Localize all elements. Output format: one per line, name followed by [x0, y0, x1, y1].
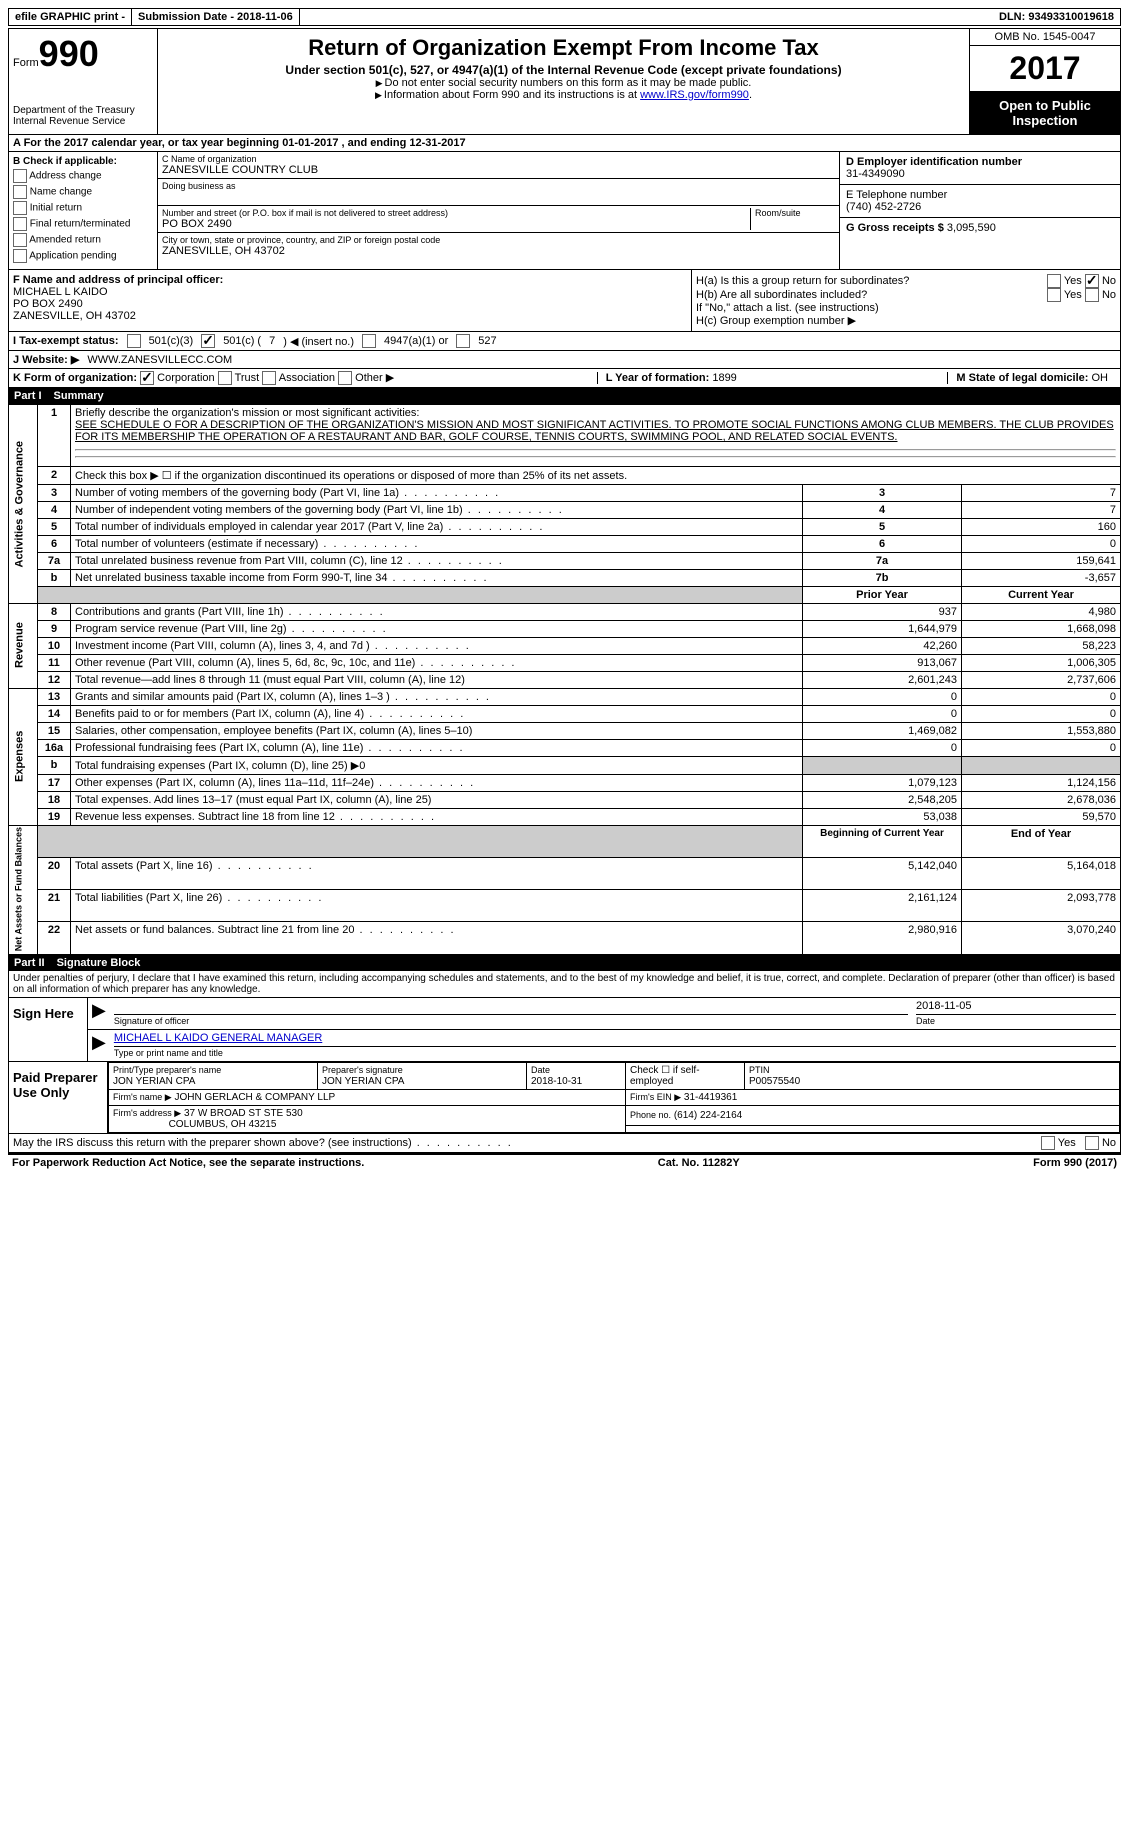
part-2-header: Part II Signature Block	[8, 955, 1121, 971]
declaration: Under penalties of perjury, I declare th…	[8, 971, 1121, 998]
check-application-pending[interactable]: Application pending	[13, 249, 153, 263]
vlabel-balances: Net Assets or Fund Balances	[9, 825, 38, 954]
exp-row: 16aProfessional fundraising fees (Part I…	[9, 739, 1121, 756]
irs-link[interactable]: www.IRS.gov/form990	[640, 89, 749, 101]
open-to-public: Open to Public Inspection	[970, 92, 1120, 134]
vlabel-governance: Activities & Governance	[9, 405, 38, 604]
officer-name-link[interactable]: MICHAEL L KAIDO GENERAL MANAGER	[114, 1032, 322, 1044]
org-name: ZANESVILLE COUNTRY CLUB	[162, 164, 835, 176]
dln-cell: DLN: 93493310019618	[993, 9, 1120, 25]
section-d: D Employer identification number 31-4349…	[839, 152, 1120, 269]
check-amended-return[interactable]: Amended return	[13, 233, 153, 247]
check-association[interactable]	[262, 371, 276, 385]
bal-row: 20Total assets (Part X, line 16)5,142,04…	[9, 857, 1121, 889]
check-corporation[interactable]	[140, 371, 154, 385]
gov-row: 4Number of independent voting members of…	[9, 501, 1121, 518]
website: WWW.ZANESVILLECC.COM	[87, 354, 232, 366]
ein: 31-4349090	[846, 168, 905, 180]
dept-treasury: Department of the Treasury Internal Reve…	[13, 105, 153, 127]
check-name-change[interactable]: Name change	[13, 185, 153, 199]
efile-label: efile GRAPHIC print -	[9, 9, 132, 25]
gov-row: 6Total number of volunteers (estimate if…	[9, 535, 1121, 552]
gross-receipts: 3,095,590	[947, 222, 996, 234]
rev-row: 9Program service revenue (Part VIII, lin…	[9, 620, 1121, 637]
vlabel-expenses: Expenses	[9, 688, 38, 825]
entity-info-grid: B Check if applicable: Address change Na…	[8, 152, 1121, 270]
org-city: ZANESVILLE, OH 43702	[162, 245, 835, 257]
gov-row: 7aTotal unrelated business revenue from …	[9, 552, 1121, 569]
header-right: OMB No. 1545-0047 2017 Open to Public In…	[969, 29, 1120, 134]
discuss-yes[interactable]	[1041, 1136, 1055, 1150]
form-header: Form990 Department of the Treasury Inter…	[8, 28, 1121, 135]
org-address: PO BOX 2490	[162, 218, 750, 230]
check-final-return[interactable]: Final return/terminated	[13, 217, 153, 231]
exp-row: 14Benefits paid to or for members (Part …	[9, 705, 1121, 722]
section-c: C Name of organization ZANESVILLE COUNTR…	[158, 152, 839, 269]
check-501c[interactable]	[201, 334, 215, 348]
gov-row: 5Total number of individuals employed in…	[9, 518, 1121, 535]
exp-row: 19Revenue less expenses. Subtract line 1…	[9, 808, 1121, 825]
rev-row: 11Other revenue (Part VIII, column (A), …	[9, 654, 1121, 671]
part-1-table: Activities & Governance 1 Briefly descri…	[8, 404, 1121, 955]
section-f: F Name and address of principal officer:…	[9, 270, 692, 331]
vlabel-revenue: Revenue	[9, 603, 38, 688]
exp-row: bTotal fundraising expenses (Part IX, co…	[9, 756, 1121, 774]
section-j: J Website: ▶ WWW.ZANESVILLECC.COM	[8, 351, 1121, 369]
submission-cell: Submission Date - 2018-11-06	[132, 9, 300, 25]
mission-text: SEE SCHEDULE O FOR A DESCRIPTION OF THE …	[75, 419, 1114, 443]
check-other[interactable]	[338, 371, 352, 385]
exp-row: 18Total expenses. Add lines 13–17 (must …	[9, 791, 1121, 808]
check-address-change[interactable]: Address change	[13, 169, 153, 183]
section-i: I Tax-exempt status: 501(c)(3) 501(c) (7…	[8, 332, 1121, 351]
part-1-header: Part I Summary	[8, 388, 1121, 404]
check-4947[interactable]	[362, 334, 376, 348]
discuss-no[interactable]	[1085, 1136, 1099, 1150]
section-b: B Check if applicable: Address change Na…	[9, 152, 158, 269]
header-left: Form990 Department of the Treasury Inter…	[9, 29, 158, 134]
check-trust[interactable]	[218, 371, 232, 385]
section-a: A For the 2017 calendar year, or tax yea…	[8, 135, 1121, 152]
gov-row: bNet unrelated business taxable income f…	[9, 569, 1121, 586]
discuss-row: May the IRS discuss this return with the…	[8, 1134, 1121, 1153]
check-initial-return[interactable]: Initial return	[13, 201, 153, 215]
bal-row: 21Total liabilities (Part X, line 26)2,1…	[9, 890, 1121, 922]
officer-group-row: F Name and address of principal officer:…	[8, 270, 1121, 332]
gov-row: 3Number of voting members of the governi…	[9, 484, 1121, 501]
exp-row: 15Salaries, other compensation, employee…	[9, 722, 1121, 739]
top-bar: efile GRAPHIC print - Submission Date - …	[8, 8, 1121, 26]
exp-row: 17Other expenses (Part IX, column (A), l…	[9, 774, 1121, 791]
form-title: Return of Organization Exempt From Incom…	[166, 35, 961, 61]
phone: (740) 452-2726	[846, 201, 921, 213]
section-h: H(a) Is this a group return for subordin…	[692, 270, 1120, 331]
rev-row: 12Total revenue—add lines 8 through 11 (…	[9, 671, 1121, 688]
bal-row: 22Net assets or fund balances. Subtract …	[9, 922, 1121, 954]
tax-year: 2017	[970, 46, 1120, 92]
check-501c3[interactable]	[127, 334, 141, 348]
check-527[interactable]	[456, 334, 470, 348]
sign-here-block: Sign Here ▶ Signature of officer 2018-11…	[8, 998, 1121, 1062]
page-footer: For Paperwork Reduction Act Notice, see …	[8, 1153, 1121, 1171]
paid-preparer-block: Paid Preparer Use Only Print/Type prepar…	[8, 1062, 1121, 1134]
rev-row: 10Investment income (Part VIII, column (…	[9, 637, 1121, 654]
header-center: Return of Organization Exempt From Incom…	[158, 29, 969, 134]
section-klm: K Form of organization: Corporation Trus…	[8, 369, 1121, 388]
